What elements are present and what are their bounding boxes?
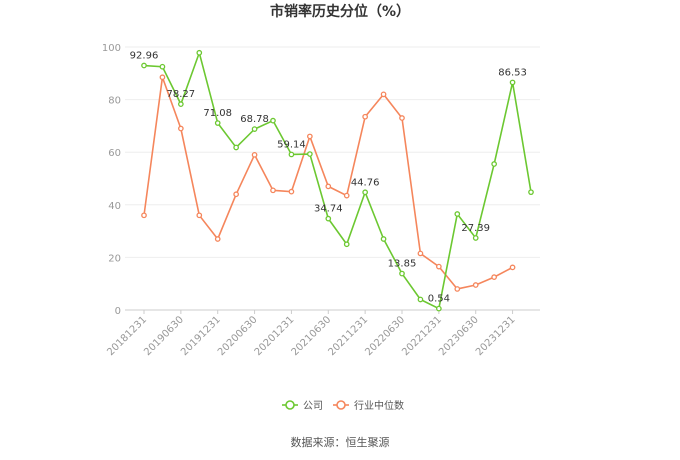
data-label: 34.74 (314, 204, 343, 215)
data-point (399, 270, 405, 277)
data-point (178, 101, 184, 107)
data-point (436, 305, 442, 312)
data-label: 92.96 (130, 51, 159, 62)
data-labels: 92.96 78.27 71.08 68.78 59.14 34.74 44.76 13.85… (130, 51, 527, 305)
data-point (141, 62, 147, 69)
data-point (307, 133, 313, 140)
data-point (196, 49, 203, 56)
legend-swatch-marker (285, 400, 295, 410)
data-point (233, 144, 239, 151)
data-point (417, 250, 424, 257)
data-point (417, 296, 424, 303)
y-tick-label: 20 (108, 253, 121, 264)
data-point (270, 187, 276, 194)
legend-swatch-marker (336, 400, 346, 410)
data-point (270, 117, 276, 124)
data-point (251, 126, 258, 132)
y-tick-label: 40 (108, 201, 121, 212)
data-point (436, 263, 442, 270)
legend-label: 公司 (303, 401, 323, 412)
data-point (509, 79, 516, 86)
data-point (251, 151, 258, 158)
data-point (362, 189, 368, 196)
data-label: 0.54 (428, 294, 450, 305)
data-point (325, 183, 332, 190)
data-point (214, 236, 221, 242)
y-axis: 0 20 40 60 80 100 (102, 43, 121, 317)
data-point (288, 151, 295, 158)
y-tick-label: 100 (102, 43, 121, 54)
x-tick-label: 20231231 (474, 314, 518, 358)
y-tick-label: 60 (108, 148, 121, 159)
data-point (288, 188, 295, 195)
source-note: 数据来源：恒生聚源 (291, 435, 390, 449)
data-point (380, 236, 387, 242)
legend-item[interactable]: 行业中位数 (333, 399, 404, 412)
data-point (362, 113, 368, 120)
legend[interactable]: 公司 行业中位数 (282, 399, 404, 412)
data-label: 27.39 (461, 223, 490, 234)
y-tick-label: 80 (108, 96, 121, 107)
data-point (491, 274, 497, 280)
legend-label: 行业中位数 (354, 399, 404, 412)
data-point (159, 74, 166, 81)
data-label: 78.27 (167, 89, 196, 100)
data-point (141, 212, 147, 219)
data-point (399, 115, 405, 121)
data-point (472, 282, 479, 288)
data-point (509, 264, 516, 271)
data-point (214, 120, 221, 126)
data-label: 59.14 (277, 139, 306, 150)
series-layer (141, 49, 534, 312)
data-point (343, 241, 350, 248)
data-point (196, 212, 203, 219)
data-point (491, 161, 497, 167)
chart-title: 市销率历史分位（%） (270, 3, 410, 20)
grid (125, 46, 540, 311)
data-point (472, 235, 479, 241)
data-label: 68.78 (240, 114, 269, 125)
data-point (380, 91, 387, 98)
data-point (178, 125, 184, 132)
data-point (454, 211, 461, 217)
data-point (454, 286, 461, 292)
data-label: 13.85 (388, 259, 417, 270)
x-axis: 2018123120190630201912312020063020201231… (105, 310, 518, 358)
data-point (343, 192, 350, 199)
series-line-company (143, 50, 532, 310)
data-point (307, 151, 313, 157)
data-label: 71.08 (203, 108, 232, 119)
legend-item[interactable]: 公司 (282, 400, 323, 412)
data-label: 86.53 (498, 67, 527, 78)
data-point (159, 63, 166, 70)
data-point (528, 189, 534, 196)
y-tick-label: 0 (115, 306, 121, 317)
data-label: 44.76 (351, 177, 380, 188)
data-point (233, 191, 239, 198)
data-point (325, 215, 332, 222)
